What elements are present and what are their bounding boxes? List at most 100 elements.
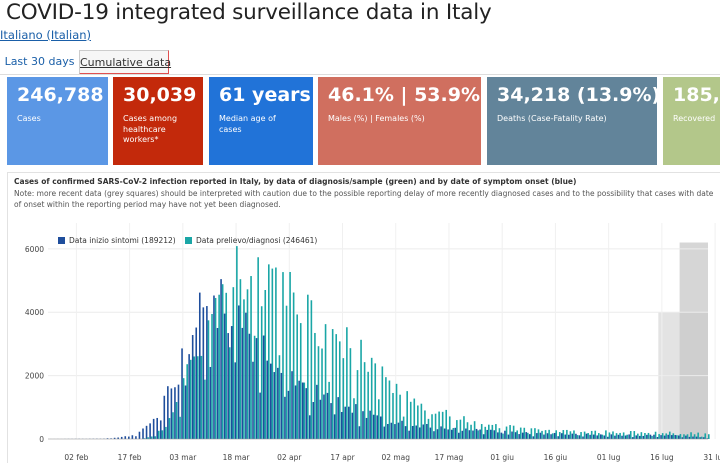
bar-symptom-onset <box>394 424 396 439</box>
bar-diagnosis <box>307 294 309 439</box>
bar-symptom-onset <box>337 397 339 439</box>
bar-diagnosis <box>417 405 419 439</box>
bar-symptom-onset <box>135 436 137 439</box>
bar-symptom-onset <box>113 437 116 439</box>
bar-diagnosis <box>214 297 217 439</box>
bar-symptom-onset <box>670 435 673 439</box>
bar-symptom-onset <box>230 326 233 439</box>
bar-diagnosis <box>158 430 160 439</box>
bar-symptom-onset <box>525 432 528 439</box>
bar-symptom-onset <box>568 434 570 439</box>
bar-diagnosis <box>495 424 497 439</box>
bar-symptom-onset <box>397 422 400 439</box>
bar-diagnosis <box>651 435 653 439</box>
bar-symptom-onset <box>188 354 190 439</box>
bar-diagnosis <box>264 290 267 439</box>
bar-symptom-onset <box>585 433 588 439</box>
bar-diagnosis <box>289 271 291 439</box>
x-tick-label: 02 feb <box>64 453 88 462</box>
bar-symptom-onset <box>238 305 240 439</box>
bar-diagnosis <box>456 420 458 439</box>
bar-symptom-onset <box>638 435 641 439</box>
bar-symptom-onset <box>695 436 698 439</box>
bar-symptom-onset <box>418 427 421 439</box>
x-tick-label: 17 feb <box>118 453 142 462</box>
bar-symptom-onset <box>117 437 119 439</box>
bar-diagnosis <box>182 378 185 439</box>
bar-diagnosis <box>594 430 597 439</box>
bar-diagnosis <box>253 335 256 439</box>
bar-diagnosis <box>633 431 636 439</box>
bar-diagnosis <box>392 392 394 439</box>
x-tick-label: 01 lug <box>597 453 621 462</box>
bar-diagnosis <box>530 428 533 439</box>
recent-period-shade <box>679 242 708 439</box>
bar-diagnosis <box>551 433 554 439</box>
bar-symptom-onset <box>617 434 620 439</box>
bar-symptom-onset <box>532 436 535 439</box>
tab-last-30-days[interactable]: Last 30 days <box>4 55 75 68</box>
bar-symptom-onset <box>387 423 389 439</box>
bar-diagnosis <box>228 347 231 439</box>
bar-diagnosis <box>676 435 678 439</box>
bar-diagnosis <box>257 257 259 439</box>
bar-diagnosis <box>566 429 568 439</box>
bar-diagnosis <box>399 394 401 439</box>
bar-diagnosis <box>601 434 604 439</box>
bar-diagnosis <box>615 433 618 439</box>
language-link[interactable]: Italiano (Italian) <box>0 28 92 42</box>
bar-diagnosis <box>690 432 692 439</box>
bar-diagnosis <box>516 430 518 439</box>
bar-symptom-onset <box>550 434 552 439</box>
bar-symptom-onset <box>497 432 499 439</box>
bar-symptom-onset <box>482 434 485 439</box>
x-tick-label: 01 giu <box>490 453 514 462</box>
bar-symptom-onset <box>152 418 155 439</box>
bar-symptom-onset <box>493 430 496 439</box>
bar-symptom-onset <box>415 425 418 439</box>
card-median-age: 61 years Median age of cases <box>209 77 313 165</box>
bar-symptom-onset <box>326 392 329 439</box>
bar-diagnosis <box>150 436 153 439</box>
bar-symptom-onset <box>486 429 488 439</box>
bar-symptom-onset <box>621 435 623 439</box>
bar-diagnosis <box>608 432 611 439</box>
bar-symptom-onset <box>277 367 279 439</box>
bar-symptom-onset <box>596 435 598 439</box>
bar-diagnosis <box>378 399 380 439</box>
bar-symptom-onset <box>660 435 662 439</box>
bar-symptom-onset <box>653 434 655 439</box>
bar-diagnosis <box>321 348 323 439</box>
legend-swatch-symptom-onset <box>58 237 65 244</box>
bar-symptom-onset <box>340 411 343 439</box>
bar-symptom-onset <box>628 434 630 439</box>
bar-symptom-onset <box>184 385 187 439</box>
bar-diagnosis <box>537 429 540 439</box>
bar-diagnosis <box>661 433 664 439</box>
bar-diagnosis <box>207 320 210 439</box>
bar-diagnosis <box>374 363 377 439</box>
bar-symptom-onset <box>298 380 300 439</box>
bar-symptom-onset <box>631 437 634 439</box>
bar-symptom-onset <box>560 433 563 439</box>
bar-diagnosis <box>658 434 660 439</box>
bar-symptom-onset <box>227 333 229 439</box>
bar-symptom-onset <box>656 436 659 439</box>
bar-diagnosis <box>459 419 462 439</box>
card-deaths-label: Deaths (Case-Fatality Rate) <box>497 113 607 123</box>
bar-diagnosis <box>598 433 600 439</box>
x-tick-label: 31 lug <box>703 453 720 462</box>
bar-symptom-onset <box>376 415 378 439</box>
bar-symptom-onset <box>678 435 680 439</box>
bar-diagnosis <box>452 427 455 439</box>
bar-diagnosis <box>218 294 220 439</box>
bar-diagnosis <box>484 426 487 439</box>
bar-symptom-onset <box>614 435 616 439</box>
bar-diagnosis <box>580 432 582 439</box>
bar-diagnosis <box>473 421 476 439</box>
bar-symptom-onset <box>528 434 531 439</box>
bar-symptom-onset <box>131 435 134 439</box>
bar-symptom-onset <box>323 394 325 439</box>
bar-symptom-onset <box>163 395 166 439</box>
